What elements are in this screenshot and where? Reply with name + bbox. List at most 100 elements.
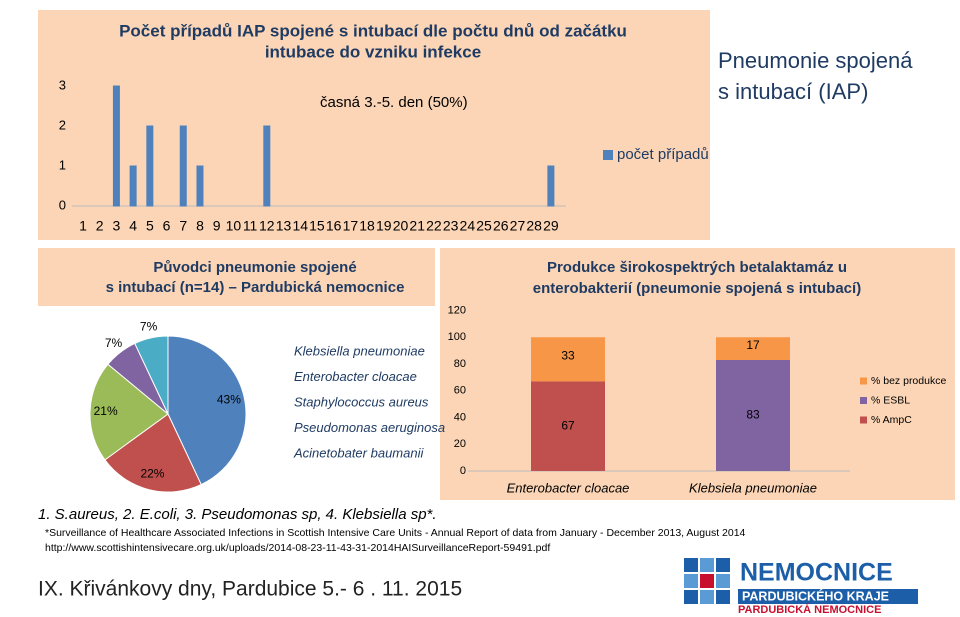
- legend-label: Staphylococcus aureus: [294, 394, 429, 409]
- logo: NEMOCNICE PARDUBICKÉHO KRAJE PARDUBICKÁ …: [680, 555, 918, 616]
- x-tick-label: 8: [196, 218, 204, 234]
- bar: [531, 337, 605, 382]
- chart-title-background: [38, 248, 435, 306]
- y-tick-label: 40: [454, 411, 466, 423]
- x-tick-label: 3: [113, 218, 121, 234]
- value-label: 43%: [217, 393, 241, 407]
- value-label: 67: [561, 418, 575, 432]
- x-tick-label: 24: [460, 218, 476, 234]
- x-tick-label: 2: [96, 218, 104, 234]
- y-tick-label: 80: [454, 358, 466, 370]
- bar: [263, 125, 271, 207]
- x-tick-label: 17: [343, 218, 359, 234]
- value-label: 22%: [140, 467, 164, 481]
- chart-title: s intubací (n=14) – Pardubická nemocnice: [106, 279, 405, 296]
- chart-title: Počet případů IAP spojené s intubací dle…: [119, 21, 627, 40]
- legend-marker: [860, 397, 867, 404]
- logo-square: [684, 590, 698, 604]
- x-tick-label: 29: [543, 218, 559, 234]
- legend-label: Enterobacter cloacae: [294, 369, 417, 384]
- y-tick-label: 60: [454, 385, 466, 397]
- x-tick-label: 16: [326, 218, 342, 234]
- x-tick-label: 5: [146, 218, 154, 234]
- bar: [112, 85, 120, 207]
- x-tick-label: 22: [426, 218, 442, 234]
- legend-label: % ESBL: [871, 394, 910, 406]
- y-tick-label: 1: [59, 157, 66, 172]
- y-tick-label: 20: [454, 438, 466, 450]
- bar: [547, 165, 555, 207]
- x-tick-label: 25: [476, 218, 492, 234]
- x-tick-label: 10: [226, 218, 242, 234]
- y-tick-label: 0: [460, 465, 466, 477]
- x-tick-label: 6: [163, 218, 171, 234]
- chart-background: [440, 248, 955, 500]
- x-tick-label: Enterobacter cloacae: [507, 480, 630, 495]
- logo-square: [716, 558, 730, 572]
- x-tick-label: 26: [493, 218, 509, 234]
- logo-text: NEMOCNICE: [740, 559, 893, 587]
- bar: [146, 125, 154, 207]
- y-tick-label: 3: [59, 77, 66, 92]
- value-label: 83: [746, 408, 760, 422]
- x-tick-label: 28: [526, 218, 542, 234]
- chart-title: Produkce širokospektrých betalaktamáz u: [547, 259, 847, 276]
- x-tick-label: 13: [276, 218, 292, 234]
- x-tick-label: Klebsiela pneumoniae: [689, 480, 817, 495]
- x-tick-label: 7: [179, 218, 187, 234]
- legend-marker: [603, 150, 613, 160]
- legend-label: % AmpC: [871, 414, 912, 426]
- chart-title: Původci pneumonie spojené: [153, 259, 356, 276]
- value-label: 17: [746, 338, 760, 352]
- note: 1. S.aureus, 2. E.coli, 3. Pseudomonas s…: [38, 506, 437, 523]
- logo-square: [716, 574, 730, 588]
- slide-title: Pneumonie spojená: [718, 48, 913, 73]
- annotation: časná 3.-5. den (50%): [320, 94, 468, 111]
- pie-slice: [89, 363, 169, 461]
- slide-title: s intubací (IAP): [718, 79, 868, 104]
- legend-marker: [860, 377, 867, 385]
- bar: [716, 359, 790, 471]
- logo-square: [700, 590, 714, 604]
- x-tick-label: 21: [409, 218, 425, 234]
- logo-text: PARDUBICKÁ NEMOCNICE: [738, 603, 881, 616]
- chart-title: intubace do vzniku infekce: [265, 42, 481, 61]
- logo-square: [716, 590, 730, 604]
- logo-square: [700, 574, 714, 588]
- pie-slice: [104, 413, 202, 493]
- legend-label: % bez produkce: [871, 375, 946, 387]
- chart-title: enterobakterií (pneumonie spojená s intu…: [533, 280, 861, 297]
- source: *Surveillance of Healthcare Associated I…: [45, 527, 746, 539]
- value-label: 33: [561, 348, 575, 362]
- x-tick-label: 11: [243, 218, 258, 234]
- value-label: 7%: [140, 319, 158, 333]
- logo-square: [684, 574, 698, 588]
- value-label: 7%: [105, 336, 123, 350]
- bar: [179, 125, 187, 207]
- logo-band: [738, 589, 918, 604]
- x-tick-label: 4: [129, 218, 137, 234]
- bar: [129, 165, 137, 207]
- x-tick-label: 1: [79, 218, 87, 234]
- bar: [716, 337, 790, 360]
- legend-label: Acinetobater baumanii: [293, 445, 424, 460]
- legend-label: Klebsiella pneumoniae: [294, 343, 425, 358]
- source-url: http://www.scottishintensivecare.org.uk/…: [45, 542, 550, 554]
- y-tick-label: 120: [448, 304, 466, 316]
- footer: IX. Křivánkovy dny, Pardubice 5.- 6 . 11…: [38, 578, 462, 601]
- y-tick-label: 2: [59, 117, 66, 132]
- logo-square: [700, 558, 714, 572]
- bar: [196, 165, 204, 207]
- x-tick-label: 14: [292, 218, 308, 234]
- legend-marker: [860, 416, 867, 424]
- x-tick-label: 27: [510, 218, 526, 234]
- pie-slice: [167, 335, 247, 486]
- x-tick-label: 18: [359, 218, 375, 234]
- x-tick-label: 23: [443, 218, 459, 234]
- x-tick-label: 19: [376, 218, 392, 234]
- value-label: 21%: [94, 404, 118, 418]
- legend-label: počet případů: [617, 146, 709, 163]
- x-tick-label: 12: [259, 218, 275, 234]
- y-tick-label: 0: [59, 197, 66, 212]
